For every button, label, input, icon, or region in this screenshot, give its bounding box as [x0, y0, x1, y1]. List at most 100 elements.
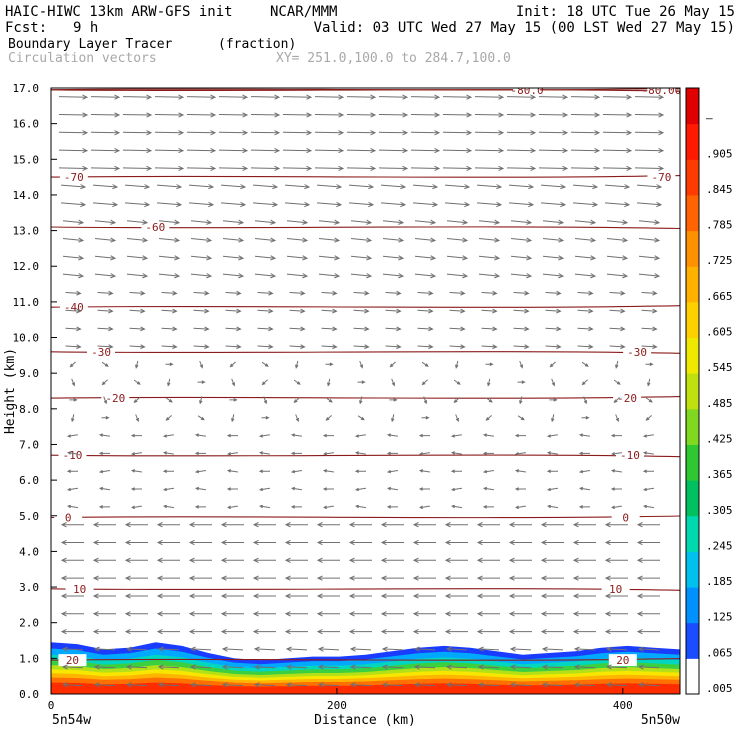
vector-498	[190, 219, 213, 225]
vector-244	[578, 469, 590, 474]
vector-66	[348, 628, 372, 635]
vector-599	[378, 130, 409, 136]
vector-332	[357, 380, 366, 384]
vector-625	[602, 112, 633, 118]
vector-357	[549, 361, 556, 368]
field-units: (fraction)	[218, 37, 296, 52]
vector-372	[417, 344, 434, 350]
vector-342	[69, 361, 76, 368]
vector-178	[284, 522, 308, 528]
vector-282	[578, 433, 590, 437]
vector-334	[421, 379, 428, 386]
vector-314	[389, 398, 398, 402]
vector-489	[510, 237, 533, 243]
vector-398	[641, 326, 658, 332]
contour-label-m10-left: -10	[63, 449, 83, 462]
vector-405	[257, 308, 274, 314]
x-axis-label: Distance (km)	[314, 713, 416, 728]
vector-482	[286, 237, 309, 243]
vector-278	[450, 434, 462, 438]
vector-8	[317, 682, 340, 688]
contour-1	[51, 588, 680, 591]
vector-300	[551, 414, 555, 423]
vector-206	[578, 505, 590, 509]
vector-182	[412, 522, 436, 528]
contour-5	[51, 351, 680, 354]
vector-324	[101, 379, 108, 386]
vector-109	[508, 593, 532, 599]
vector-243	[546, 469, 558, 473]
vector-293	[325, 415, 332, 421]
contour-label-m80-left: -80.0	[510, 84, 543, 97]
vector-25	[253, 664, 276, 670]
colorbar-swatch-9	[686, 337, 699, 374]
contour-label-0-left: 0	[65, 512, 72, 525]
vector-355	[485, 362, 494, 367]
vector-430	[449, 290, 466, 296]
vector-179	[316, 522, 340, 528]
vector-468	[446, 255, 469, 261]
vector-194	[194, 505, 206, 509]
vector-307	[165, 397, 173, 403]
vector-638	[410, 94, 441, 100]
vector-67	[380, 628, 404, 635]
vector-640	[474, 94, 505, 100]
vector-588	[634, 147, 665, 154]
vector-542	[380, 184, 407, 190]
vector-609	[90, 112, 121, 118]
vector-619	[410, 112, 441, 118]
vector-107	[444, 593, 468, 599]
vector-202	[450, 504, 462, 509]
vector-641	[506, 94, 537, 100]
vector-82	[252, 611, 276, 617]
vector-559	[314, 165, 345, 172]
vector-404	[225, 308, 242, 314]
vector-212	[162, 487, 174, 492]
vector-607	[634, 130, 665, 136]
vector-506	[446, 219, 469, 225]
vector-231	[162, 469, 174, 473]
vector-308	[199, 396, 203, 405]
vector-331	[327, 378, 331, 387]
y-tick-label-1: 1.0	[19, 652, 39, 665]
contour-2	[51, 515, 680, 519]
contour-label-m30-left: -30	[91, 346, 111, 359]
colorbar-swatch-4	[686, 515, 699, 552]
vector-584	[506, 147, 537, 154]
vector-583	[474, 147, 505, 154]
vector-30	[413, 664, 436, 670]
vector-63	[252, 628, 276, 635]
vector-236	[322, 469, 334, 473]
vector-226	[610, 487, 622, 491]
vector-611	[154, 112, 185, 118]
vector-564	[474, 165, 505, 172]
vector-458	[126, 255, 149, 261]
vector-421	[161, 290, 178, 296]
vector-401	[129, 308, 146, 314]
vector-286	[101, 415, 110, 420]
vector-435	[609, 290, 626, 296]
vector-339	[581, 379, 588, 386]
vector-379	[641, 344, 658, 350]
contour-label-m10-right: -10	[620, 449, 640, 462]
vector-522	[348, 201, 375, 208]
vector-414	[545, 308, 562, 314]
vector-18	[637, 682, 660, 688]
vector-465	[350, 255, 373, 261]
vector-376	[545, 344, 562, 350]
vector-155	[156, 539, 180, 546]
vector-585	[538, 147, 569, 154]
vector-645	[634, 94, 665, 100]
vector-519	[252, 201, 279, 208]
vector-229	[98, 469, 110, 474]
vector-628	[90, 94, 121, 100]
vector-38	[61, 646, 84, 652]
plot-frame	[50, 87, 681, 695]
vector-37	[637, 664, 660, 670]
vector-0	[61, 682, 84, 688]
vector-513	[60, 201, 87, 208]
y-tick-label-13: 13.0	[13, 225, 40, 238]
vector-17	[605, 682, 628, 688]
vector-250	[162, 451, 174, 455]
